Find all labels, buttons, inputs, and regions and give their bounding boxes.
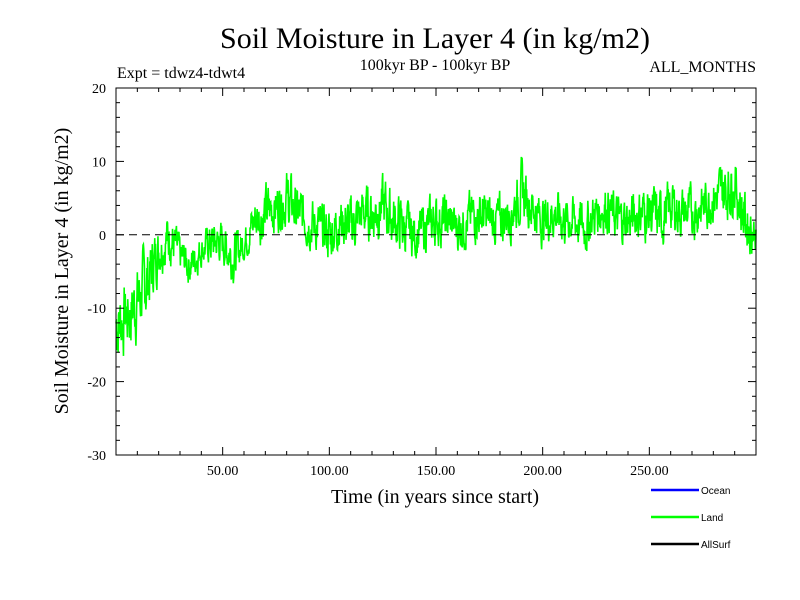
x-tick-label: 200.00	[523, 464, 562, 479]
experiment-label: Expt = tdwz4-tdwt4	[117, 65, 245, 82]
legend-label-land: Land	[701, 513, 723, 524]
y-tick-label: 0	[99, 229, 106, 244]
y-tick-label: 10	[92, 155, 106, 170]
y-tick-label: -20	[87, 376, 106, 391]
series-layer	[115, 156, 757, 356]
x-tick-label: 100.00	[310, 464, 349, 479]
y-tick-label: -10	[87, 302, 106, 317]
legend-label-ocean: Ocean	[701, 486, 730, 497]
x-tick-label: 50.00	[207, 464, 239, 479]
y-tick-label: 20	[92, 82, 106, 97]
y-axis: -30 -20 -10 0 10 20	[87, 82, 756, 464]
legend: Ocean Land AllSurf	[651, 486, 731, 551]
x-axis: 50.00 100.00 150.00 200.00 250.00	[136, 88, 736, 479]
plot-frame	[115, 87, 757, 456]
chart-title: Soil Moisture in Layer 4 (in kg/m2)	[220, 22, 650, 55]
y-tick-label: -30	[87, 449, 106, 464]
x-tick-label: 150.00	[417, 464, 456, 479]
series-line-land	[115, 156, 757, 356]
plot-area: 50.00 100.00 150.00 200.00 250.00 -30 -20 -10 0…	[87, 82, 757, 479]
x-tick-label: 250.00	[630, 464, 669, 479]
x-axis-label: Time (in years since start)	[331, 486, 539, 508]
period-label: 100kyr BP - 100kyr BP	[360, 57, 511, 74]
months-label: ALL_MONTHS	[649, 59, 756, 76]
legend-label-allsurf: AllSurf	[701, 540, 731, 551]
y-axis-label: Soil Moisture in Layer 4 (in kg/m2)	[51, 128, 73, 415]
